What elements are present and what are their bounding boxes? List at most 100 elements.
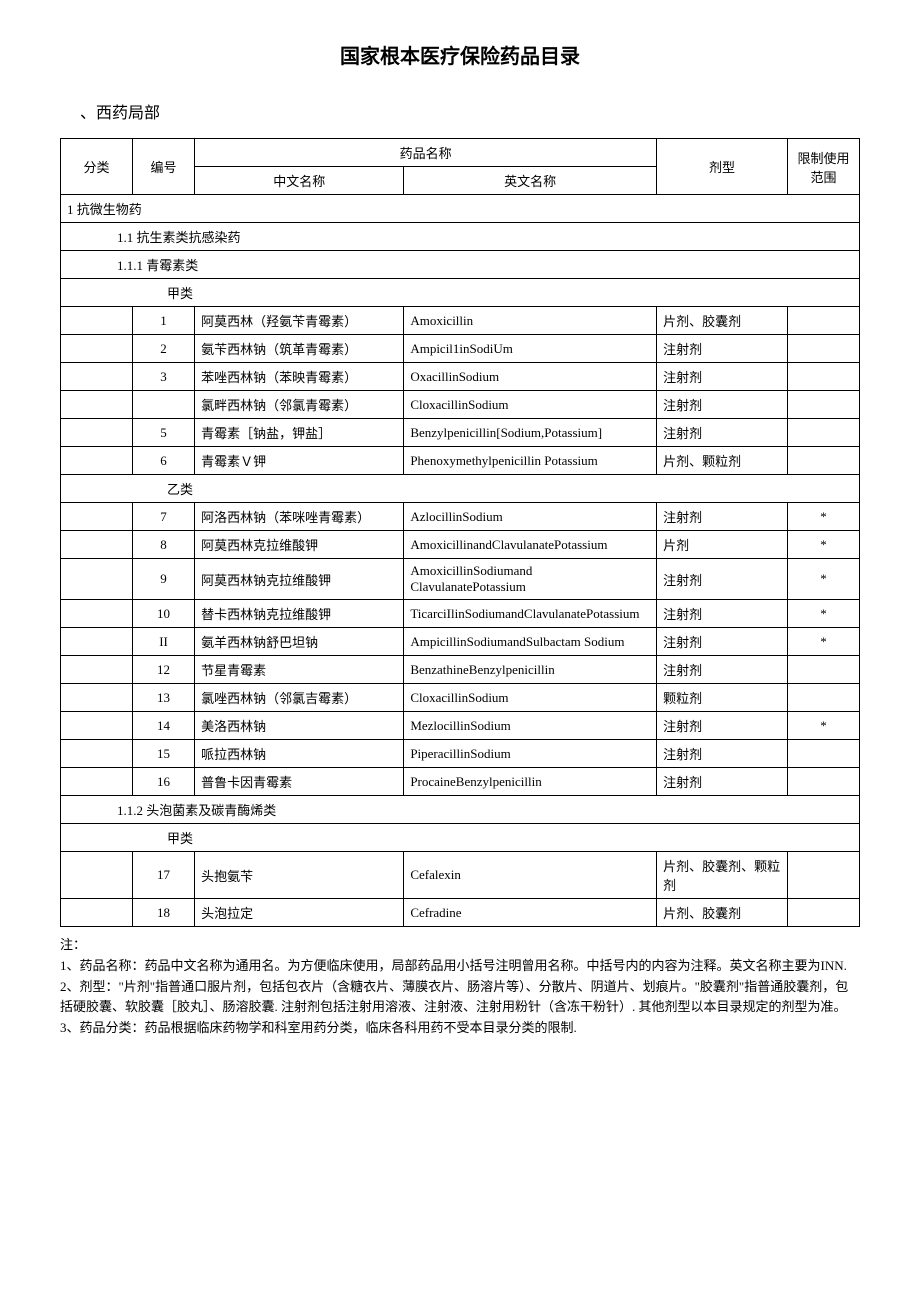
cell-num: 1 — [132, 307, 194, 335]
note-line: 1、药品名称：药品中文名称为通用名。为方便临床使用，局部药品用小括号注明曾用名称… — [60, 956, 860, 977]
cell-num: 13 — [132, 684, 194, 712]
cell-en: MezlocillinSodium — [404, 712, 657, 740]
category-label: 甲类 — [61, 279, 860, 307]
cell-cn: 氯畔西林钠（邻氯青霉素） — [195, 391, 404, 419]
cell-limit — [787, 684, 859, 712]
cell-en: Phenoxymethylpenicillin Potassium — [404, 447, 657, 475]
cell-cn: 哌拉西林钠 — [195, 740, 404, 768]
cell-en: BenzathineBenzylpenicillin — [404, 656, 657, 684]
cell-cat — [61, 335, 133, 363]
cell-cat — [61, 503, 133, 531]
table-row: 2氨苄西林钠（筑革青霉素）Ampicil1inSodiUm注射剂 — [61, 335, 860, 363]
cell-num: 5 — [132, 419, 194, 447]
cell-limit: * — [787, 628, 859, 656]
cell-limit — [787, 768, 859, 796]
hdr-form: 剂型 — [657, 139, 788, 195]
cell-limit: * — [787, 712, 859, 740]
cell-num: 17 — [132, 852, 194, 899]
cell-en: OxacillinSodium — [404, 363, 657, 391]
cell-num: 8 — [132, 531, 194, 559]
category-label: 1.1 抗生素类抗感染药 — [61, 223, 860, 251]
cell-form: 注射剂 — [657, 712, 788, 740]
cell-num — [132, 391, 194, 419]
cell-cat — [61, 684, 133, 712]
cell-en: AmpicillinSodiumandSulbactam Sodium — [404, 628, 657, 656]
cell-cn: 替卡西林钠克拉维酸钾 — [195, 600, 404, 628]
cell-form: 片剂、胶囊剂 — [657, 307, 788, 335]
cell-form: 片剂、胶囊剂 — [657, 899, 788, 927]
table-row: 14美洛西林钠MezlocillinSodium注射剂* — [61, 712, 860, 740]
hdr-en: 英文名称 — [404, 167, 657, 195]
table-row: 7阿洛西林钠（苯咪唑青霉素）AzlocillinSodium注射剂* — [61, 503, 860, 531]
cell-form: 注射剂 — [657, 600, 788, 628]
cell-cat — [61, 712, 133, 740]
cell-num: 16 — [132, 768, 194, 796]
cell-cn: 阿莫西林钠克拉维酸钾 — [195, 559, 404, 600]
cell-num: 18 — [132, 899, 194, 927]
cell-limit — [787, 391, 859, 419]
cell-en: AmoxicillinandClavulanatePotassium — [404, 531, 657, 559]
cell-en: Benzylpenicillin[Sodium,Potassium] — [404, 419, 657, 447]
cell-cn: 青霉素Ｖ钾 — [195, 447, 404, 475]
table-row: II氨羊西林钠舒巴坦钠AmpicillinSodiumandSulbactam … — [61, 628, 860, 656]
cell-num: II — [132, 628, 194, 656]
category-label: 1 抗微生物药 — [61, 195, 860, 223]
hdr-limit: 限制使用范围 — [787, 139, 859, 195]
cell-en: ProcaineBenzylpenicillin — [404, 768, 657, 796]
cell-cat — [61, 307, 133, 335]
cell-form: 片剂 — [657, 531, 788, 559]
cell-limit — [787, 363, 859, 391]
cell-form: 注射剂 — [657, 391, 788, 419]
table-row: 12节星青霉素BenzathineBenzylpenicillin注射剂 — [61, 656, 860, 684]
table-row: 氯畔西林钠（邻氯青霉素）CloxacillinSodium注射剂 — [61, 391, 860, 419]
cell-cn: 氨羊西林钠舒巴坦钠 — [195, 628, 404, 656]
cell-cn: 氯唑西林钠（邻氯吉霉素） — [195, 684, 404, 712]
section-header: 、西药局部 — [80, 99, 860, 123]
cell-cat — [61, 740, 133, 768]
table-row: 17头抱氨苄Cefalexin片剂、胶囊剂、颗粒剂 — [61, 852, 860, 899]
cell-form: 注射剂 — [657, 628, 788, 656]
cell-cn: 阿莫西林（羟氨苄青霉素） — [195, 307, 404, 335]
cell-en: Cefalexin — [404, 852, 657, 899]
cell-cn: 阿莫西林克拉维酸钾 — [195, 531, 404, 559]
cell-cat — [61, 559, 133, 600]
table-row: 16普鲁卡因青霉素ProcaineBenzylpenicillin注射剂 — [61, 768, 860, 796]
cell-cn: 苯唑西林钠（苯映青霉素） — [195, 363, 404, 391]
cell-num: 2 — [132, 335, 194, 363]
cell-cat — [61, 391, 133, 419]
cell-limit — [787, 307, 859, 335]
hdr-num: 编号 — [132, 139, 194, 195]
cell-num: 14 — [132, 712, 194, 740]
cell-cat — [61, 852, 133, 899]
cell-form: 注射剂 — [657, 740, 788, 768]
cell-cat — [61, 600, 133, 628]
cell-form: 注射剂 — [657, 419, 788, 447]
cell-cn: 阿洛西林钠（苯咪唑青霉素） — [195, 503, 404, 531]
cell-num: 7 — [132, 503, 194, 531]
category-label: 甲类 — [61, 824, 860, 852]
cell-num: 15 — [132, 740, 194, 768]
cell-cn: 青霉素［钠盐，钾盐］ — [195, 419, 404, 447]
cell-form: 片剂、胶囊剂、颗粒剂 — [657, 852, 788, 899]
cell-num: 9 — [132, 559, 194, 600]
cell-en: AzlocillinSodium — [404, 503, 657, 531]
cell-cat — [61, 447, 133, 475]
cell-limit — [787, 740, 859, 768]
cell-num: 6 — [132, 447, 194, 475]
table-row: 3苯唑西林钠（苯映青霉素）OxacillinSodium注射剂 — [61, 363, 860, 391]
hdr-cat: 分类 — [61, 139, 133, 195]
table-row: 8阿莫西林克拉维酸钾AmoxicillinandClavulanatePotas… — [61, 531, 860, 559]
cell-num: 3 — [132, 363, 194, 391]
table-row: 5青霉素［钠盐，钾盐］Benzylpenicillin[Sodium,Potas… — [61, 419, 860, 447]
cell-cat — [61, 531, 133, 559]
table-row: 15哌拉西林钠PiperacillinSodium注射剂 — [61, 740, 860, 768]
cell-form: 注射剂 — [657, 335, 788, 363]
cell-cat — [61, 363, 133, 391]
notes: 注：1、药品名称：药品中文名称为通用名。为方便临床使用，局部药品用小括号注明曾用… — [60, 935, 860, 1039]
cell-form: 注射剂 — [657, 363, 788, 391]
cell-cn: 节星青霉素 — [195, 656, 404, 684]
table-row: 18头泡拉定Cefradine片剂、胶囊剂 — [61, 899, 860, 927]
cell-en: CloxacillinSodium — [404, 391, 657, 419]
cell-en: Ampicil1inSodiUm — [404, 335, 657, 363]
cell-limit — [787, 335, 859, 363]
